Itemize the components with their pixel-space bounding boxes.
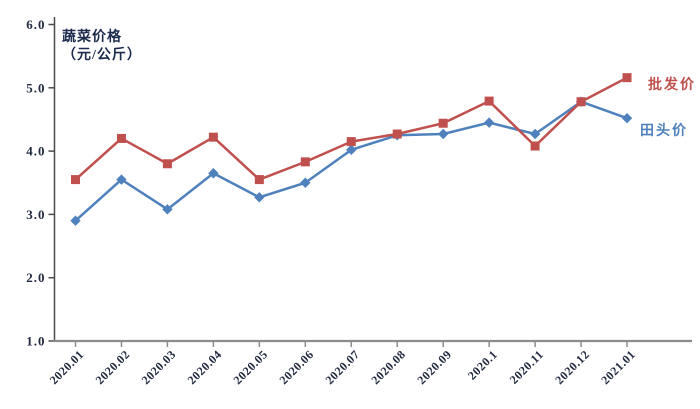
diamond-marker [70, 215, 81, 226]
square-marker [484, 96, 494, 106]
x-tick-label: 2021.01 [598, 347, 638, 387]
x-tick-label: 2020.04 [185, 347, 225, 387]
x-tick-label: 2020.05 [231, 347, 271, 387]
diamond-marker [208, 168, 219, 179]
x-tick-label: 2020.07 [322, 347, 362, 387]
x-tick-label: 2020.12 [552, 347, 592, 387]
y-tick-label: 2.0 [26, 270, 45, 285]
x-tick-label: 2020.1 [465, 347, 500, 382]
square-marker [346, 137, 356, 147]
square-marker [71, 175, 80, 185]
chart-title-line2: （元/公斤） [62, 48, 142, 63]
legend-farmgate-price: 田头价 [640, 124, 688, 139]
chart-title: 蔬菜价格 （元/公斤） [62, 29, 142, 65]
diamond-marker [437, 128, 449, 140]
square-marker [530, 141, 540, 151]
x-tick-label: 2020.03 [139, 347, 179, 387]
square-marker [300, 157, 310, 167]
y-tick-label: 6.0 [26, 17, 45, 32]
square-marker [438, 118, 448, 128]
diamond-marker [346, 144, 357, 156]
legend-wholesale-price: 批发价 [648, 78, 696, 93]
x-axis: 2020.01 2020.02 2020.03 2020.04 2020.05 2020.… [47, 339, 692, 387]
square-marker [576, 97, 586, 107]
y-tick-label: 1.0 [26, 334, 45, 349]
square-marker [208, 132, 218, 142]
y-axis: 1.0 2.0 3.0 4.0 5.0 6.0 [26, 17, 56, 349]
diamond-marker [116, 174, 127, 185]
x-tick-label: 2020.02 [93, 347, 133, 387]
series-farmgate-price [70, 96, 633, 226]
diamond-marker [254, 192, 265, 203]
x-tick-label: 2020.01 [47, 347, 87, 387]
y-tick-label: 3.0 [26, 207, 45, 222]
square-marker [392, 129, 402, 139]
x-tick-label: 2020.08 [368, 347, 408, 387]
x-tick-label: 2020.06 [276, 347, 316, 387]
series-wholesale-price [71, 73, 632, 185]
diamond-marker [483, 117, 495, 128]
y-tick-label: 5.0 [26, 80, 45, 95]
x-tick-label: 2020.11 [507, 347, 546, 386]
y-tick-label: 4.0 [26, 144, 45, 159]
diamond-marker [621, 112, 633, 124]
x-tick-label: 2020.09 [414, 347, 454, 387]
series-farmgate-price-line [74, 100, 629, 222]
chart-title-line1: 蔬菜价格 [62, 30, 122, 45]
diamond-marker [162, 204, 173, 215]
square-marker [116, 133, 126, 143]
square-marker [162, 159, 172, 169]
square-marker [622, 73, 632, 83]
square-marker [254, 175, 264, 185]
diamond-marker [300, 177, 311, 188]
diamond-marker [529, 128, 541, 140]
